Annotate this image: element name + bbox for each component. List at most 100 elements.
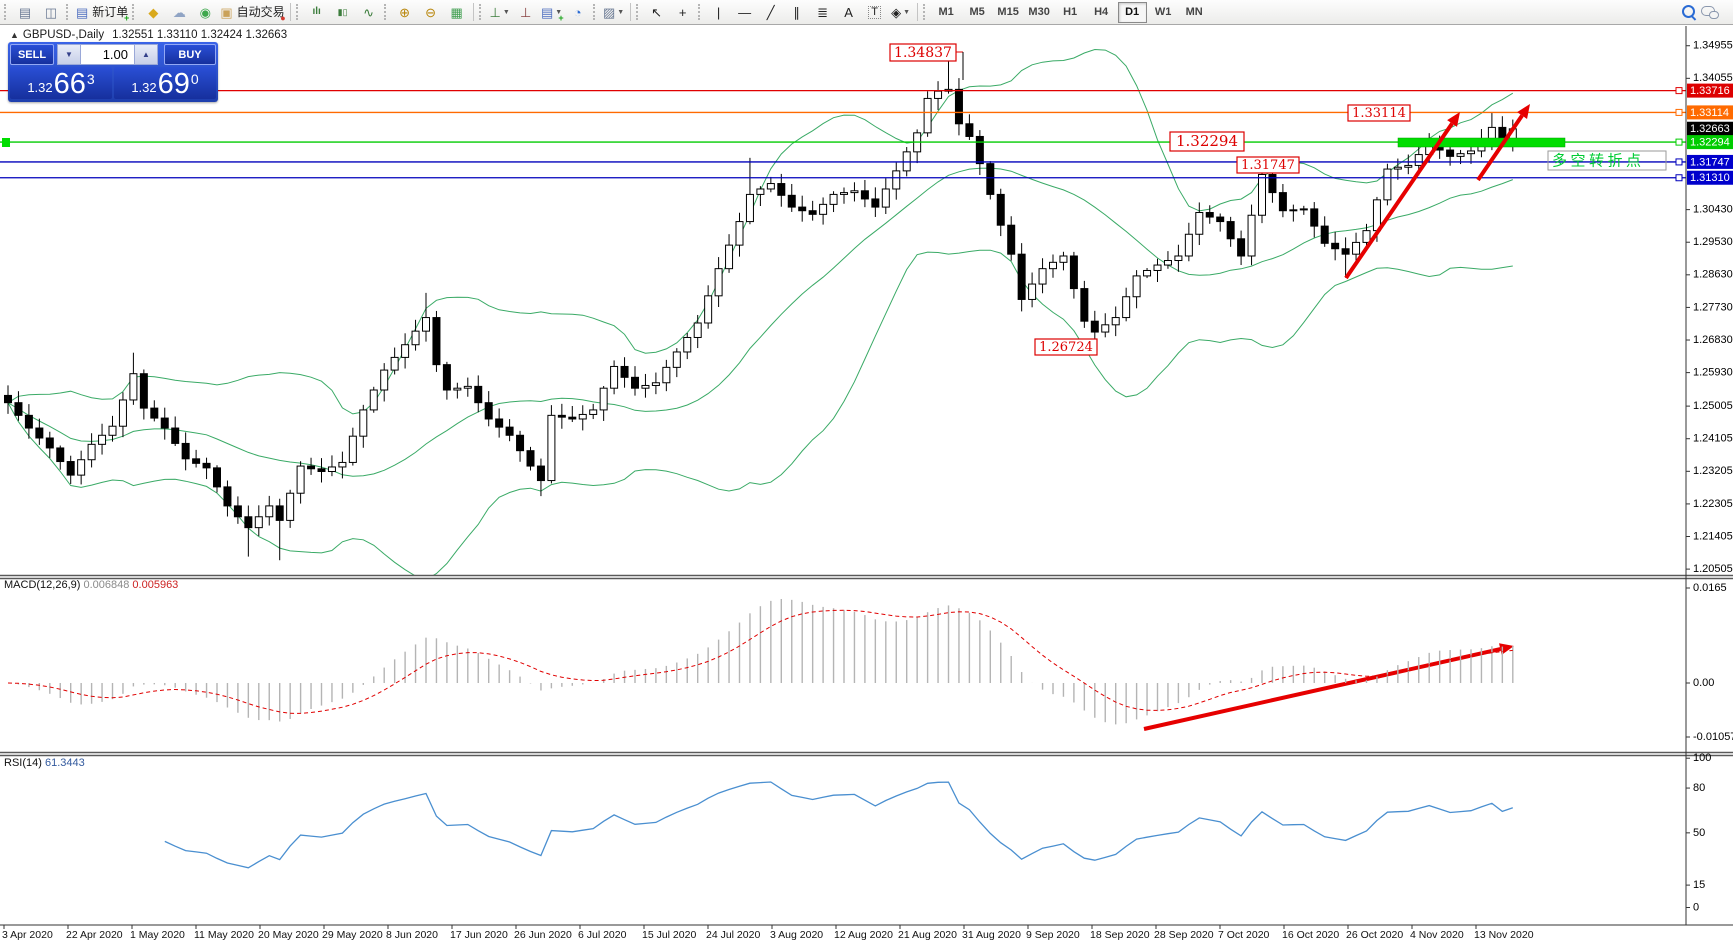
candle-body <box>160 417 169 429</box>
new-window-icon[interactable]: ▤ <box>18 4 32 20</box>
hline-handle[interactable] <box>1675 174 1683 182</box>
trend-arrow[interactable] <box>1143 647 1501 731</box>
hline-handle[interactable] <box>1675 158 1683 166</box>
channel-icon[interactable]: ∥ <box>793 4 800 20</box>
candle-body <box>463 385 472 389</box>
price-tick-label: 1.22305 <box>1693 498 1733 510</box>
indicators-icon[interactable]: ⊥ ▼ <box>489 4 510 20</box>
candle-body <box>1101 324 1110 333</box>
date-tick-label: 12 Aug 2020 <box>834 929 893 941</box>
chat-icon[interactable] <box>1699 2 1721 22</box>
timeframe-h4-button[interactable]: H4 <box>1094 6 1109 18</box>
objects-icon[interactable]: ▤ + ▼ <box>541 4 564 23</box>
templates-icon[interactable]: ▨ ▼ <box>603 4 625 20</box>
date-tick-label: 26 Oct 2020 <box>1346 929 1403 941</box>
cleanup-charts-icon[interactable]: ◆ <box>148 4 159 20</box>
price-badge <box>1687 121 1733 136</box>
signals-icon[interactable]: ◉ <box>199 4 211 20</box>
vertical-line-icon[interactable]: | <box>716 4 721 20</box>
turning-point-label[interactable]: 多空转折点 <box>1552 152 1645 169</box>
candle-body <box>1341 248 1350 255</box>
community-icon[interactable]: ☁ <box>172 4 186 20</box>
hline-handle[interactable] <box>1675 138 1683 146</box>
timeframe-m1-button[interactable]: M1 <box>938 6 954 18</box>
symbol-period-label: GBPUSD-,Daily <box>22 29 105 41</box>
sell-price-button[interactable]: 1.32 66 3 <box>10 67 112 99</box>
timeframe-m15-button[interactable]: M15 <box>997 6 1019 18</box>
price-badge-label: 1.33716 <box>1690 85 1730 97</box>
timeframe-d1-button[interactable]: D1 <box>1117 1 1147 23</box>
price-tick-label: 1.27730 <box>1693 301 1733 313</box>
support-zone-rectangle[interactable] <box>1397 137 1566 148</box>
volume-increase-button[interactable]: ▲ <box>134 44 158 65</box>
green-line-anchor[interactable] <box>2 138 10 147</box>
date-tick-label: 11 May 2020 <box>194 929 254 941</box>
bar-chart-icon[interactable]: ılı <box>312 6 321 17</box>
trend-arrow[interactable] <box>1476 114 1524 182</box>
rsi-tick-label: 0 <box>1693 901 1699 913</box>
candle-body <box>1007 224 1016 255</box>
hline-handle[interactable] <box>1675 87 1683 95</box>
trend-arrow-head <box>1447 112 1460 127</box>
shapes-icon[interactable]: ◈ ▼ <box>891 4 911 20</box>
macd-pane[interactable] <box>7 599 1514 725</box>
price-callout-box[interactable] <box>1236 156 1300 174</box>
volume-decrease-button[interactable]: ▼ <box>57 44 81 65</box>
candle-body <box>1383 168 1392 201</box>
sell-button[interactable]: SELL <box>10 44 54 65</box>
bollinger-lower-band <box>7 249 1513 576</box>
main-chart-pane[interactable] <box>4 48 1517 580</box>
text-label-box[interactable] <box>1547 150 1667 171</box>
symbol-collapse-icon[interactable]: ▲ <box>10 30 19 40</box>
zoom-in-icon[interactable]: ⊕ <box>399 4 411 20</box>
text-icon[interactable]: A <box>844 4 853 20</box>
autoscroll-icon[interactable]: ◔ <box>573 4 582 20</box>
line-chart-icon[interactable]: ∿ <box>363 4 375 20</box>
search-icon[interactable] <box>1679 2 1699 22</box>
date-tick-label: 3 Apr 2020 <box>2 929 53 941</box>
candle-body <box>735 221 744 246</box>
timeframe-m5-button[interactable]: M5 <box>969 6 985 18</box>
hline-handle[interactable] <box>1675 108 1683 116</box>
timeframe-mn-button[interactable]: MN <box>1185 6 1203 18</box>
candle-body <box>954 88 963 125</box>
candle-body <box>202 462 211 469</box>
price-callout-box[interactable] <box>1347 104 1411 122</box>
new-order-button[interactable]: ▤ + 新订单 <box>76 4 130 23</box>
add-indicator-icon[interactable]: ⊥ <box>519 4 532 20</box>
candle-body <box>432 317 441 366</box>
trend-arrow[interactable] <box>1344 122 1454 280</box>
price-callout-box[interactable] <box>1034 338 1098 356</box>
price-callout-box[interactable] <box>1169 131 1245 152</box>
zoom-out-icon[interactable]: ⊖ <box>425 4 437 20</box>
timeframe-h1-button[interactable]: H1 <box>1063 6 1078 18</box>
tile-windows-icon[interactable]: ▦ <box>450 4 463 20</box>
candle-body <box>1216 216 1225 223</box>
candle-body <box>307 465 316 470</box>
timeframe-m30-button[interactable]: M30 <box>1028 6 1050 18</box>
timeframe-w1-button[interactable]: W1 <box>1154 6 1172 18</box>
candlestick-chart-icon[interactable]: ▮▯ <box>337 6 348 17</box>
candle-body <box>4 394 12 404</box>
candle-body <box>1299 208 1308 211</box>
price-callout-text: 1.33114 <box>1352 106 1406 121</box>
chart-background[interactable] <box>0 26 1733 943</box>
text-label-icon[interactable]: T <box>862 1 888 23</box>
horizontal-line-icon[interactable]: — <box>738 4 752 20</box>
profiles-icon[interactable]: ◫ <box>44 4 58 20</box>
fibonacci-icon[interactable]: ≣ <box>817 4 829 20</box>
candle-body <box>840 192 848 195</box>
macd-tick-label: 0.00 <box>1693 677 1714 689</box>
candle-body <box>1456 153 1465 157</box>
crosshair-icon[interactable]: + <box>678 4 687 20</box>
buy-price-button[interactable]: 1.32 69 0 <box>114 67 216 99</box>
autotrading-button[interactable]: ▣ ● 自动交易 <box>220 4 286 23</box>
candle-body <box>589 409 598 415</box>
macd-tick-label: 0.0165 <box>1693 582 1727 594</box>
date-tick-label: 8 Jun 2020 <box>386 929 438 941</box>
buy-button[interactable]: BUY <box>164 44 216 65</box>
trendline-icon[interactable]: ╱ <box>766 4 775 20</box>
cursor-icon[interactable]: ↖ <box>651 4 663 20</box>
volume-input[interactable]: 1.00 <box>81 44 134 65</box>
